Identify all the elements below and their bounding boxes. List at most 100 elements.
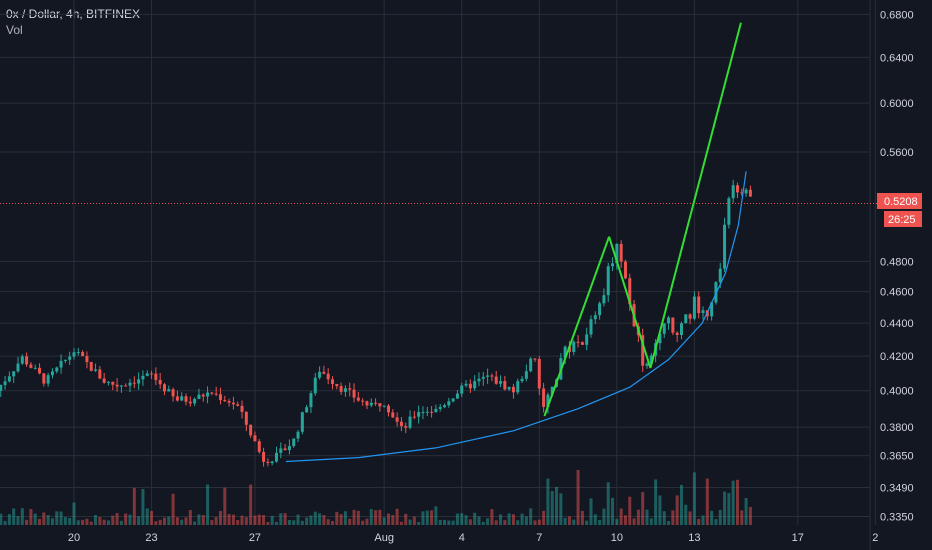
candle-body [141,375,145,380]
volume-bar [611,497,615,525]
candle-body [486,375,490,377]
volume-indicator-label[interactable]: Vol [6,23,23,37]
volume-bar [266,521,270,525]
x-tick-label: 17 [792,532,804,544]
candle-body [369,402,373,406]
volume-bar [710,510,714,525]
last-price-badge-bg [877,193,922,209]
candle-body [339,386,343,392]
candle-body [679,323,683,335]
volume-bar [499,514,503,525]
candle-body [16,363,20,372]
candle-body [710,302,714,317]
candle-body [356,397,360,401]
volume-bar [361,520,365,525]
candle-body [210,392,214,394]
volume-bar [98,517,102,525]
volume-bar [727,493,731,525]
volume-bar [701,515,705,525]
volume-bar [85,518,89,525]
candle-body [645,363,649,366]
candle-body [430,411,434,413]
x-tick-label: 23 [145,532,157,544]
volume-bar [731,480,735,525]
volume-bar [193,521,197,525]
candle-body [499,381,503,384]
volume-bar [81,519,85,525]
candle-body [387,405,391,413]
volume-bar [632,518,636,525]
volume-bar [399,521,403,525]
candle-body [270,461,274,464]
candle-body [331,379,334,384]
volume-bar [249,484,253,525]
volume-bar [464,515,468,525]
volume-bar [119,520,123,525]
candle-body [503,381,507,390]
candle-body [33,367,37,369]
candle-body [352,389,356,398]
volume-bar [511,514,515,525]
candle-body [735,185,739,193]
candle-body [326,373,330,380]
volume-bar [542,510,546,525]
volume-bar [623,515,627,525]
volume-bar [313,511,317,525]
volume-bar [283,513,287,525]
volume-bar [387,513,391,525]
candle-body [658,333,662,344]
x-tick-label: 2 [872,532,878,544]
candle-body [76,352,80,354]
candle-body [481,376,485,379]
volume-bar [50,518,54,525]
y-tick-label: 0.5600 [880,147,914,159]
candle-body [300,412,304,432]
candle-body [348,388,352,390]
time-axis[interactable]: 20 23 27 Aug 4 7 10 13 17 2 [68,532,879,544]
volume-bar [486,518,490,525]
candle-body [154,373,158,380]
candle-body [137,379,141,384]
candle-body [46,375,50,384]
volume-bar [559,493,563,525]
candle-body [671,317,675,333]
candle-body [193,398,197,404]
trend-line [543,236,611,417]
volume-bar [477,516,481,525]
volume-bar [740,510,744,525]
user-drawings[interactable] [285,22,747,463]
volume-bar [563,517,567,525]
volume-bar [662,511,666,525]
candle-body [188,401,192,404]
volume-bar [451,520,455,525]
candle-body [89,362,93,371]
volume-bar [111,515,115,525]
candle-body [42,373,46,384]
volume-bar [335,511,339,525]
candle-body [132,382,136,384]
x-tick-label: 13 [688,532,700,544]
volume-bar [408,519,412,525]
trend-line [608,236,652,369]
volume-bar [236,520,240,525]
candle-body [128,382,132,386]
candle-body [477,378,481,382]
candle-body [611,263,615,267]
volume-bar [438,519,442,525]
candle-body [623,261,627,279]
candle-body [399,421,403,427]
volume-bar [520,513,524,525]
volume-bar [309,515,313,525]
candle-body [593,315,597,320]
volume-bar [421,511,425,525]
volume-bar [76,520,80,525]
volume-bar [382,517,386,525]
candle-body [29,364,33,368]
volume-bar [404,513,408,525]
volume-bar [658,495,662,525]
volume-bar [274,521,278,525]
candle-body [94,369,98,371]
price-axis[interactable]: 0.6800 0.6400 0.6000 0.5600 0.4800 0.4600 0.44… [880,9,914,523]
volume-bar [0,513,3,525]
